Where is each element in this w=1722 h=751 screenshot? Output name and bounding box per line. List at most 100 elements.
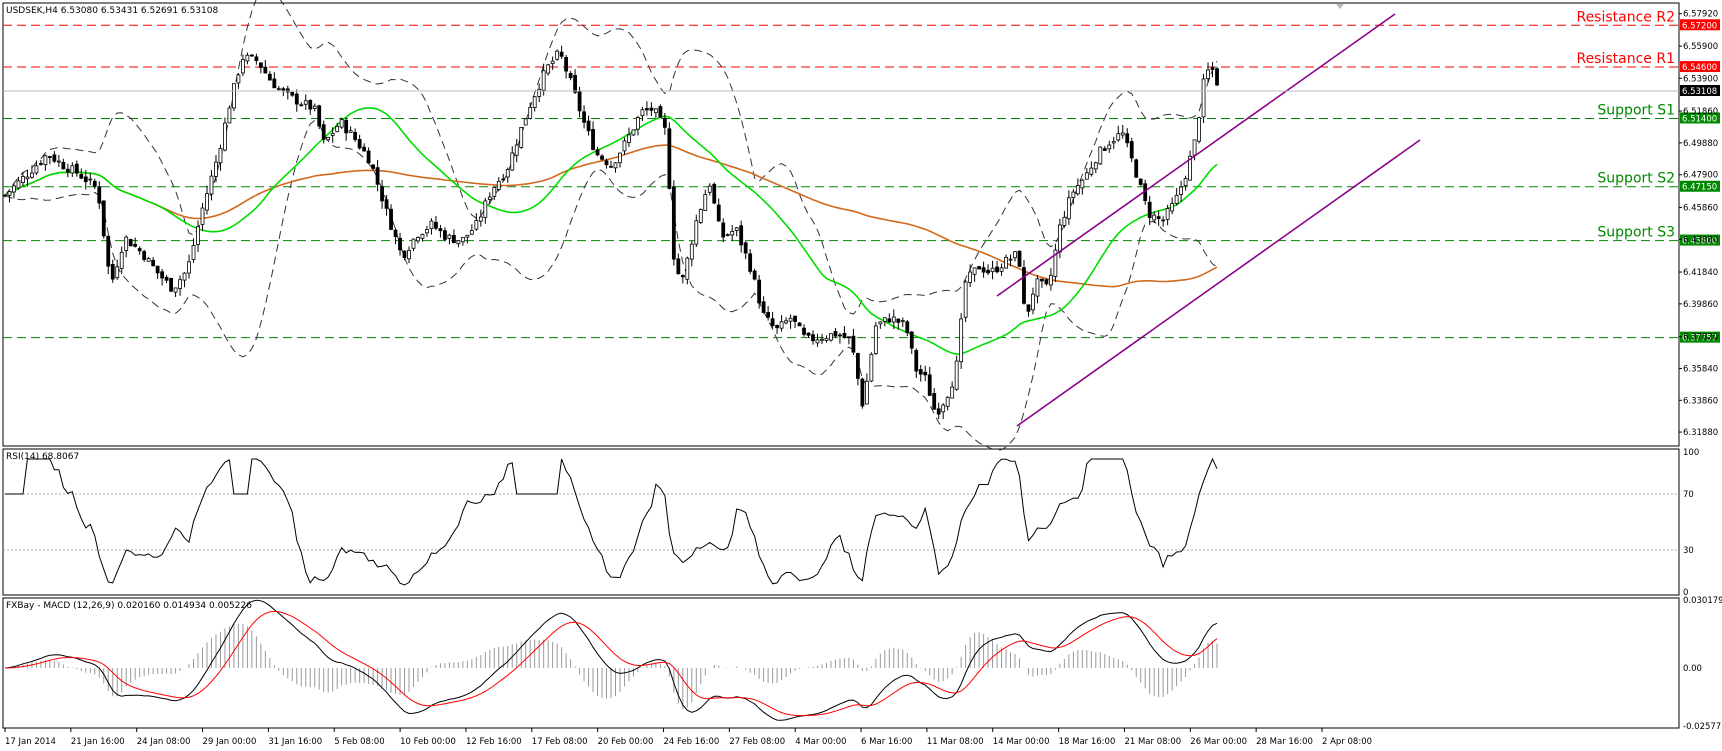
candle-body <box>106 235 111 267</box>
main-price-panel[interactable] <box>2 2 1680 447</box>
macd-line <box>4 599 1218 721</box>
rsi-indicator: 100 70 30 0 <box>3 448 1699 598</box>
candle-body <box>860 378 865 407</box>
price-tick-label: 6.33860 <box>1683 396 1718 406</box>
bollinger-lower <box>4 119 1218 451</box>
candle-body <box>869 353 874 382</box>
candle-body <box>124 236 129 251</box>
candle-body <box>555 50 560 60</box>
candle-body <box>501 178 506 181</box>
candle-body <box>900 320 905 322</box>
candle-body <box>1116 133 1121 141</box>
rsi-tick-label: 30 <box>1683 546 1694 556</box>
candle-body <box>16 180 21 189</box>
level-price-tag-text: 6.54600 <box>1682 63 1717 73</box>
time-tick-label: 4 Mar 00:00 <box>795 737 846 747</box>
candle-body <box>546 64 551 74</box>
candle-body <box>600 155 604 160</box>
candle-body <box>766 312 771 318</box>
candle-body <box>541 70 546 91</box>
candle-body <box>1093 162 1098 170</box>
candle-body <box>847 336 851 339</box>
candle-body <box>820 338 824 341</box>
candle-body <box>465 234 470 238</box>
candle-body <box>285 88 290 93</box>
candle-body <box>882 317 887 322</box>
candle-body <box>802 327 806 335</box>
candle-body <box>173 287 178 293</box>
candle-body <box>694 220 699 245</box>
candle-body <box>34 165 39 174</box>
candle-body <box>335 125 340 133</box>
macd-panel[interactable] <box>2 597 1680 729</box>
candle-body <box>1084 172 1089 180</box>
candle-body <box>829 333 833 341</box>
level-label: Support S2 <box>1597 171 1675 187</box>
candle-body <box>972 267 977 275</box>
candle-body <box>357 139 362 149</box>
candle-body <box>74 163 79 174</box>
price-tick-label: 6.49880 <box>1683 139 1718 149</box>
macd-signal-line <box>4 610 1218 717</box>
candle-body <box>443 230 447 240</box>
level-price-tag-text: 6.43800 <box>1682 237 1717 247</box>
candle-body <box>999 267 1004 272</box>
candle-body <box>169 278 173 292</box>
level-price-tag-text: 6.47150 <box>1682 183 1717 193</box>
candle-body <box>689 243 694 260</box>
candle-body <box>559 51 564 57</box>
candle-body <box>649 107 654 111</box>
macd-tick-label: 0.00 <box>1683 664 1702 674</box>
candle-body <box>115 266 120 279</box>
candle-body <box>959 318 964 363</box>
candle-body <box>586 120 591 132</box>
candle-body <box>438 228 443 232</box>
rsi-panel[interactable] <box>2 448 1680 596</box>
candle-body <box>1017 250 1022 267</box>
candle-body <box>873 325 878 354</box>
candle-body <box>1138 178 1143 185</box>
time-tick-label: 31 Jan 16:00 <box>268 737 322 747</box>
candle-body <box>914 349 919 372</box>
candle-body <box>21 176 25 184</box>
level-price-tag <box>1680 112 1720 124</box>
candle-body <box>326 137 331 141</box>
chart-shift-marker-icon[interactable] <box>1336 4 1344 9</box>
candle-body <box>864 380 869 405</box>
candle-body <box>1192 139 1197 156</box>
candle-body <box>721 222 726 238</box>
candle-body <box>137 248 142 252</box>
candle-body <box>43 155 48 166</box>
candle-body <box>308 99 313 110</box>
candle-body <box>402 250 407 258</box>
price-tick-label: 6.43880 <box>1683 235 1718 245</box>
candle-body <box>685 257 690 280</box>
candle-body <box>532 96 537 108</box>
price-tick-label: 6.53900 <box>1683 74 1718 84</box>
candle-body <box>905 321 910 334</box>
candle-body <box>1161 219 1166 222</box>
time-tick-label: 17 Feb 08:00 <box>532 737 588 747</box>
candle-body <box>591 129 595 150</box>
level-price-tag <box>1680 61 1720 73</box>
candle-body <box>645 108 649 111</box>
candle-body <box>380 186 384 202</box>
candle-body <box>577 90 582 112</box>
candle-body <box>1201 78 1206 118</box>
time-tick-label: 18 Mar 16:00 <box>1059 737 1116 747</box>
candle-body <box>797 322 802 327</box>
macd-tick-label: -0.025773 <box>1683 722 1722 732</box>
candle-body <box>348 130 353 133</box>
candle-body <box>214 161 218 177</box>
candle-body <box>182 272 187 281</box>
candle-body <box>205 193 209 211</box>
candle-body <box>1156 216 1161 219</box>
candle-body <box>375 167 380 185</box>
candle-body <box>923 371 928 376</box>
candle-body <box>321 124 326 140</box>
candle-body <box>389 208 393 230</box>
candle-body <box>1004 256 1008 269</box>
candle-body <box>851 335 856 353</box>
candle-body <box>178 279 182 289</box>
